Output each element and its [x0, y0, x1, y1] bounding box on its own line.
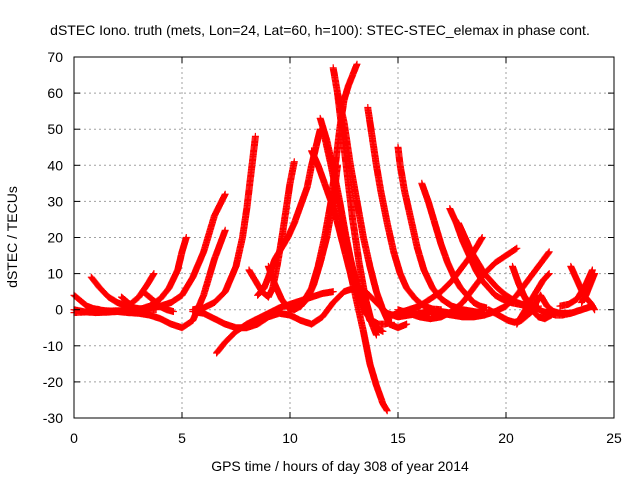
y-tick-label: -30 — [43, 410, 63, 426]
series-arc-34 — [556, 266, 596, 310]
series-arc-35 — [578, 270, 599, 306]
x-tick-label: 5 — [178, 430, 186, 446]
y-tick-label: 20 — [47, 230, 63, 246]
data-point-markers — [446, 205, 542, 310]
y-tick-label: 70 — [47, 49, 63, 65]
y-tick-label: 50 — [47, 121, 63, 137]
data-point-markers — [394, 143, 488, 317]
series-arc-12 — [254, 125, 324, 299]
data-point-markers — [524, 291, 596, 317]
data-point-markers — [556, 266, 596, 310]
x-tick-label: 10 — [282, 430, 298, 446]
y-tick-label: 40 — [47, 157, 63, 173]
series-arc-21 — [394, 143, 488, 317]
chart-title: dSTEC Iono. truth (mets, Lon=24, Lat=60,… — [50, 22, 590, 38]
y-tick-label: 0 — [55, 302, 63, 318]
y-tick-label: 60 — [47, 85, 63, 101]
data-point-markers — [254, 125, 324, 299]
x-tick-label: 20 — [498, 430, 514, 446]
x-tick-label: 15 — [390, 430, 406, 446]
y-tick-label: 10 — [47, 266, 63, 282]
series-arc-10 — [189, 132, 259, 314]
data-point-markers — [87, 273, 160, 314]
y-tick-label: -10 — [43, 338, 63, 354]
data-point-markers — [139, 288, 177, 315]
y-tick-label: 30 — [47, 193, 63, 209]
series-arc-07 — [139, 288, 177, 315]
series-arc-05 — [87, 273, 160, 314]
x-tick-label: 0 — [70, 430, 78, 446]
series-arc-20 — [364, 104, 445, 314]
data-marks — [70, 60, 599, 415]
y-tick-label: -20 — [43, 374, 63, 390]
x-tick-label: 25 — [606, 430, 622, 446]
data-point-markers — [189, 132, 259, 314]
data-point-markers — [578, 270, 599, 306]
y-axis-label: dSTEC / TECUs — [4, 186, 20, 288]
x-axis-label: GPS time / hours of day 308 of year 2014 — [211, 458, 469, 474]
y-axis: -30 -20 -10 0 10 20 30 40 50 60 70 — [43, 49, 614, 426]
series-arc-32 — [524, 291, 596, 317]
series-arc-23 — [446, 205, 542, 310]
data-point-markers — [364, 104, 445, 314]
x-axis: 0 5 10 15 20 25 — [70, 57, 622, 446]
